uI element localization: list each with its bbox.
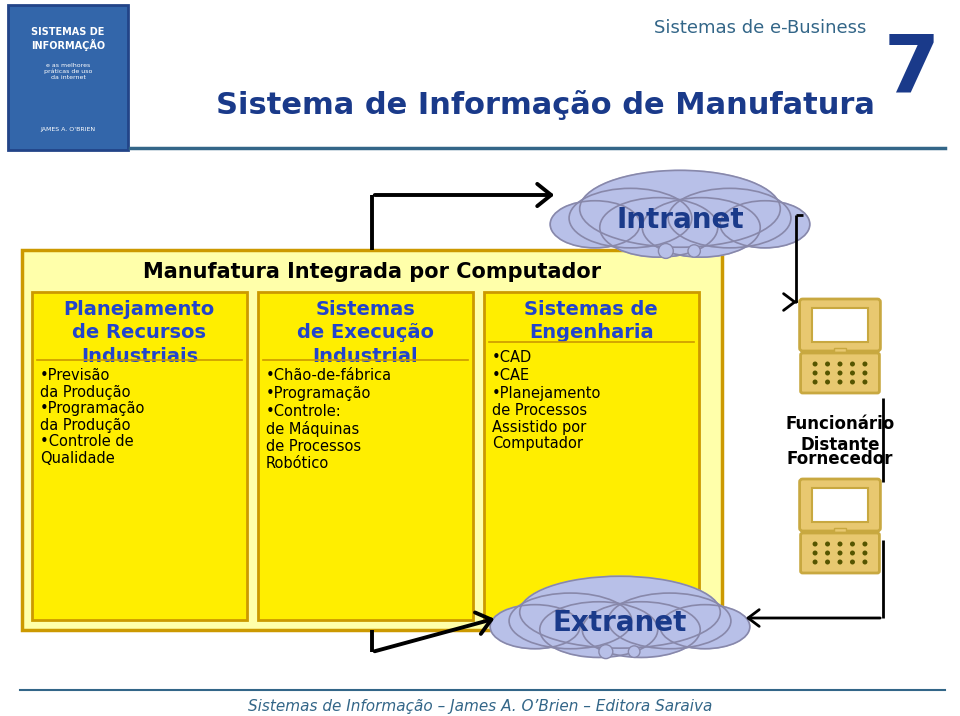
Text: •Controle:
de Máquinas
de Processos
Robótico: •Controle: de Máquinas de Processos Robó…: [266, 404, 361, 470]
Circle shape: [825, 559, 830, 564]
Circle shape: [629, 646, 640, 657]
Circle shape: [837, 370, 843, 375]
Circle shape: [825, 541, 830, 546]
Text: Sistemas de Informação – James A. O’Brien – Editora Saraiva: Sistemas de Informação – James A. O’Brie…: [248, 699, 712, 714]
Circle shape: [862, 362, 868, 367]
Circle shape: [688, 245, 701, 257]
Circle shape: [850, 370, 855, 375]
FancyBboxPatch shape: [812, 308, 868, 342]
FancyBboxPatch shape: [801, 353, 879, 393]
FancyBboxPatch shape: [800, 479, 880, 531]
Text: Planejamento
de Recursos
Industriais: Planejamento de Recursos Industriais: [63, 300, 215, 366]
Ellipse shape: [609, 593, 731, 649]
Text: Manufatura Integrada por Computador: Manufatura Integrada por Computador: [143, 262, 601, 282]
FancyBboxPatch shape: [258, 292, 472, 620]
Text: •Programação: •Programação: [266, 386, 372, 401]
Ellipse shape: [550, 200, 640, 248]
Ellipse shape: [660, 604, 750, 649]
Ellipse shape: [519, 576, 720, 648]
Ellipse shape: [642, 198, 760, 257]
Circle shape: [850, 362, 855, 367]
Circle shape: [812, 559, 818, 564]
Text: 7: 7: [884, 31, 940, 109]
Bar: [834, 528, 846, 535]
Circle shape: [812, 379, 818, 384]
FancyBboxPatch shape: [8, 5, 128, 150]
Ellipse shape: [582, 601, 700, 657]
Circle shape: [850, 541, 855, 546]
Text: •CAE: •CAE: [492, 368, 530, 383]
FancyBboxPatch shape: [32, 292, 247, 620]
Ellipse shape: [600, 198, 718, 257]
Text: JAMES A. O'BRIEN: JAMES A. O'BRIEN: [40, 127, 96, 132]
Text: •Controle de
Qualidade: •Controle de Qualidade: [40, 434, 133, 466]
Bar: [834, 348, 846, 355]
Circle shape: [837, 362, 843, 367]
Circle shape: [862, 559, 868, 564]
Circle shape: [837, 379, 843, 384]
Text: •Programação
da Produção: •Programação da Produção: [40, 401, 145, 432]
Ellipse shape: [668, 188, 791, 248]
Circle shape: [825, 379, 830, 384]
FancyBboxPatch shape: [800, 299, 880, 351]
Circle shape: [812, 541, 818, 546]
Circle shape: [850, 551, 855, 556]
Circle shape: [850, 379, 855, 384]
Circle shape: [837, 559, 843, 564]
Text: •Chão-de-fábrica: •Chão-de-fábrica: [266, 368, 392, 383]
Circle shape: [825, 362, 830, 367]
Text: Funcionário
Distante: Funcionário Distante: [785, 415, 895, 454]
FancyBboxPatch shape: [484, 292, 699, 620]
Text: •Planejamento
de Processos
Assistido por
Computador: •Planejamento de Processos Assistido por…: [492, 386, 601, 451]
Text: Sistemas de
Engenharia: Sistemas de Engenharia: [524, 300, 659, 342]
Text: •CAD: •CAD: [492, 350, 532, 365]
Text: e as melhores
práticas de uso
da internet: e as melhores práticas de uso da interne…: [44, 63, 92, 80]
Text: Sistemas de e-Business: Sistemas de e-Business: [654, 19, 866, 37]
Text: Fornecedor: Fornecedor: [787, 450, 893, 468]
Circle shape: [825, 370, 830, 375]
Ellipse shape: [720, 200, 810, 248]
FancyBboxPatch shape: [812, 488, 868, 522]
FancyBboxPatch shape: [22, 250, 722, 630]
Circle shape: [862, 379, 868, 384]
Text: SISTEMAS DE
INFORMAÇÃO: SISTEMAS DE INFORMAÇÃO: [31, 27, 105, 51]
Circle shape: [862, 541, 868, 546]
Circle shape: [812, 370, 818, 375]
Circle shape: [862, 551, 868, 556]
Text: Extranet: Extranet: [553, 609, 687, 637]
FancyBboxPatch shape: [801, 533, 879, 573]
Circle shape: [812, 551, 818, 556]
Circle shape: [812, 362, 818, 367]
Circle shape: [837, 541, 843, 546]
Circle shape: [659, 243, 673, 258]
Ellipse shape: [491, 604, 580, 649]
Circle shape: [825, 551, 830, 556]
Circle shape: [837, 551, 843, 556]
Text: Sistema de Informação de Manufatura: Sistema de Informação de Manufatura: [216, 90, 875, 120]
Text: Intranet: Intranet: [616, 206, 744, 234]
Ellipse shape: [569, 188, 692, 248]
Circle shape: [599, 644, 612, 659]
Ellipse shape: [509, 593, 632, 649]
Text: Sistemas
de Execução
Industrial: Sistemas de Execução Industrial: [297, 300, 434, 366]
Ellipse shape: [540, 601, 658, 657]
Circle shape: [850, 559, 855, 564]
Text: •Previsão
da Produção: •Previsão da Produção: [40, 368, 131, 400]
Ellipse shape: [580, 170, 780, 247]
Circle shape: [862, 370, 868, 375]
